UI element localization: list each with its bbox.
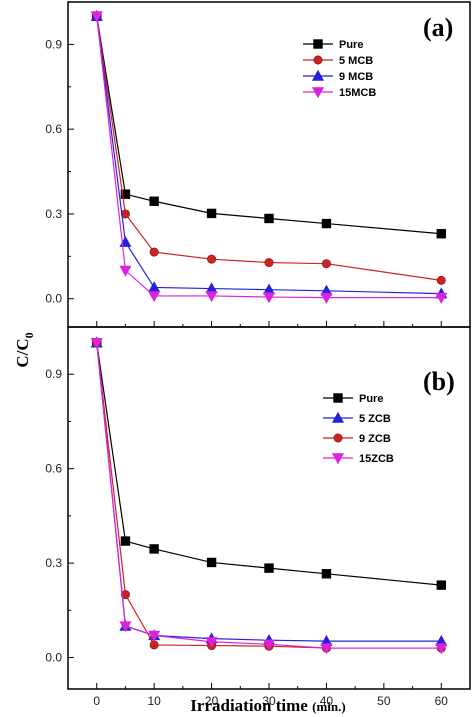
series-line xyxy=(96,16,442,235)
data-point xyxy=(435,643,448,655)
x-tick-label: 30 xyxy=(262,694,276,708)
data-point xyxy=(321,259,331,269)
panel-a-label: (a) xyxy=(423,13,453,42)
data-point xyxy=(149,196,159,206)
data-point xyxy=(207,254,217,264)
legend-marker xyxy=(311,69,325,81)
y-tick-label: 0.9 xyxy=(45,367,62,381)
legend-label: Pure xyxy=(359,393,383,405)
legend-label: 9 ZCB xyxy=(359,433,391,445)
data-point xyxy=(120,189,131,199)
legend-marker xyxy=(333,393,343,403)
legend-marker xyxy=(311,87,325,99)
data-point xyxy=(435,292,448,304)
x-tick-label: 50 xyxy=(377,694,391,708)
x-axis-title: Irradiation time (min.) xyxy=(190,696,345,715)
x-tick-label: 0 xyxy=(93,694,100,708)
x-tick-label: 10 xyxy=(147,694,161,708)
legend-label: Pure xyxy=(339,39,363,51)
x-tick-label: 60 xyxy=(435,694,449,708)
panel-b-plot: 0.0 0.3 0.6 0.9 0 10 20 30 40 50 60 Pure 5 ZCB 9 ZCB 1… xyxy=(45,336,449,708)
data-point xyxy=(436,275,446,285)
series-line xyxy=(96,16,442,295)
data-point xyxy=(320,292,333,304)
legend-marker xyxy=(331,411,345,423)
panel-b: (b) 0.0 0.3 0.6 0.9 0 10 20 30 40 50 60 Pure 5 ZCB 9 … xyxy=(45,326,471,708)
data-point xyxy=(320,643,333,655)
series-line xyxy=(96,16,442,299)
data-point xyxy=(120,590,130,600)
y-axis-title: C/C0 xyxy=(13,332,36,367)
y-tick-label: 0.0 xyxy=(45,651,62,665)
x-axis-title-main: Irradiation time xyxy=(190,696,308,715)
data-point xyxy=(436,580,446,590)
legend-marker xyxy=(313,39,323,49)
data-point xyxy=(206,208,217,219)
data-point xyxy=(264,258,274,268)
data-point xyxy=(90,338,103,349)
data-point xyxy=(120,536,131,546)
y-axis-title-subscript: 0 xyxy=(22,332,36,338)
data-point xyxy=(119,621,132,633)
data-point xyxy=(149,640,159,650)
legend-label: 9 MCB xyxy=(339,71,373,83)
legend-label: 15MCB xyxy=(339,87,376,99)
x-axis-title-unit: (min.) xyxy=(312,699,346,714)
y-axis-title-main: C/C xyxy=(13,338,32,367)
y-tick-label: 0.3 xyxy=(45,556,62,570)
data-point xyxy=(148,291,161,303)
legend-marker xyxy=(313,55,323,65)
series-line xyxy=(96,342,442,649)
y-tick-label: 0.3 xyxy=(45,207,62,221)
panel-b-label: (b) xyxy=(423,367,455,396)
data-point xyxy=(149,247,159,257)
data-point xyxy=(90,11,103,23)
data-point xyxy=(148,630,161,642)
panel-a-plot: 0.0 0.3 0.6 0.9 Pure 5 MCB 9 MCB 15MCB xyxy=(45,9,448,327)
data-point xyxy=(206,557,217,568)
panel-a: (a) 0.0 0.3 0.6 0.9 Pure 5 MCB 9 MCB 15MCB xyxy=(45,1,471,328)
data-point xyxy=(120,209,130,219)
data-point xyxy=(205,637,218,649)
data-point xyxy=(321,569,332,579)
y-tick-label: 0.0 xyxy=(45,292,62,306)
data-point xyxy=(264,563,274,573)
data-point xyxy=(205,291,218,303)
panel-a-frame xyxy=(67,1,471,328)
series-line xyxy=(96,342,442,649)
data-point xyxy=(262,292,276,304)
y-tick-label: 0.9 xyxy=(45,37,62,51)
series-line xyxy=(96,16,442,281)
data-point xyxy=(321,218,332,229)
legend-label: 5 ZCB xyxy=(359,413,391,425)
legend-marker xyxy=(331,453,345,465)
data-point xyxy=(149,544,159,554)
series-line xyxy=(96,342,442,642)
data-point xyxy=(436,229,446,239)
legend-label: 5 MCB xyxy=(339,55,373,67)
x-tick-label: 20 xyxy=(205,694,219,708)
data-point xyxy=(119,265,132,277)
y-tick-label: 0.6 xyxy=(45,462,62,476)
legend-marker xyxy=(333,433,343,443)
x-tick-label: 40 xyxy=(320,694,334,708)
y-tick-label: 0.6 xyxy=(45,122,62,136)
legend-label: 15ZCB xyxy=(359,453,394,465)
data-point xyxy=(262,639,276,651)
data-point xyxy=(264,213,274,224)
